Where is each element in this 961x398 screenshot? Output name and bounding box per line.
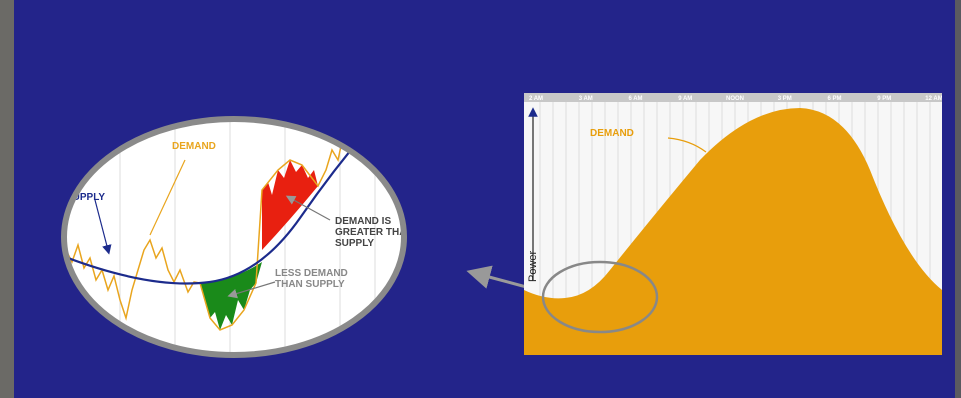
demand-pointer [149, 159, 186, 236]
zoom-content: DEMAND SUPPLY DEMAND IS GREATER THAN SUP… [64, 119, 416, 355]
demand-label: DEMAND [172, 141, 216, 152]
excess-line: GREATER THAN [335, 227, 414, 238]
time-header [524, 93, 942, 102]
shortfall-line: THAN SUPPLY [275, 279, 345, 290]
zoom-ellipse-border [61, 116, 407, 358]
excess-label: DEMAND IS GREATER THAN SUPPLY [335, 216, 416, 249]
right-edge-photo [955, 0, 961, 398]
time-labels: 2 AM 3 AM 6 AM 9 AM NOON 3 PM 6 PM 9 PM 12 AM [529, 96, 942, 102]
demand-area [524, 108, 942, 355]
time-label: 6 PM [827, 96, 841, 102]
excess-line: SUPPLY [335, 238, 374, 249]
y-axis-label: Power [527, 250, 539, 282]
excess-area [262, 160, 318, 250]
chart-demand-pointer [667, 137, 707, 153]
excess-line: DEMAND IS [335, 216, 391, 227]
shortfall-label: LESS DEMAND THAN SUPPLY [275, 268, 351, 290]
demand-line [65, 119, 381, 331]
time-label: 12 AM [925, 96, 942, 102]
time-label: NOON [726, 96, 744, 102]
zoom-ellipse [64, 119, 404, 355]
zoom-region [541, 260, 659, 334]
chart-demand-label: DEMAND [590, 128, 634, 139]
left-edge-photo [0, 0, 14, 398]
time-label: 2 AM [529, 96, 543, 102]
shortfall-line: LESS DEMAND [275, 268, 348, 279]
time-label: 3 AM [579, 96, 593, 102]
time-label: 6 AM [628, 96, 642, 102]
supply-label: SUPPLY [66, 192, 105, 203]
supply-line [64, 119, 386, 285]
time-label: 3 PM [778, 96, 792, 102]
shortfall-pointer [227, 281, 276, 299]
time-label: 9 PM [877, 96, 891, 102]
time-label: 9 AM [678, 96, 692, 102]
supply-pointer [94, 199, 112, 255]
excess-pointer [285, 195, 331, 221]
